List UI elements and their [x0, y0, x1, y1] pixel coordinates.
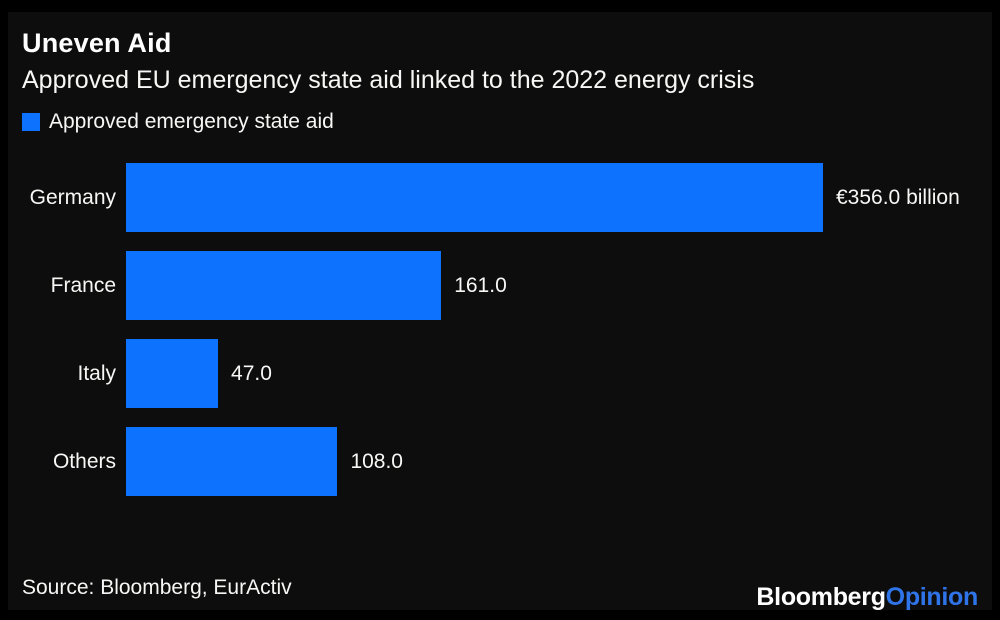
category-label-france: France	[50, 273, 116, 297]
legend: Approved emergency state aid	[22, 110, 334, 134]
bar-france	[126, 251, 442, 320]
value-label-france: 161.0	[454, 273, 507, 297]
value-label-italy: 47.0	[231, 361, 272, 385]
bar-row-france: France 161.0	[22, 251, 982, 320]
bar-chart: Germany €356.0 billion France 161.0 Ital…	[22, 163, 982, 496]
logo-bloomberg-text: Bloomberg	[756, 583, 886, 611]
value-label-others: 108.0	[350, 449, 403, 473]
bar-row-others: Others 108.0	[22, 427, 982, 496]
legend-swatch-icon	[22, 113, 40, 131]
chart-title: Uneven Aid	[22, 28, 172, 58]
bar-italy	[126, 339, 219, 408]
bar-row-germany: Germany €356.0 billion	[22, 163, 982, 232]
bar-germany	[126, 163, 823, 232]
category-label-germany: Germany	[29, 185, 116, 209]
bloomberg-opinion-logo: BloombergOpinion	[756, 583, 978, 612]
bar-others	[126, 427, 338, 496]
logo-opinion-text: Opinion	[885, 583, 979, 611]
source-attribution: Source: Bloomberg, EurActiv	[22, 576, 292, 599]
chart-subtitle: Approved EU emergency state aid linked t…	[22, 66, 755, 94]
category-label-others: Others	[52, 449, 116, 473]
bar-row-italy: Italy 47.0	[22, 339, 982, 408]
category-label-italy: Italy	[77, 361, 116, 385]
legend-label: Approved emergency state aid	[49, 110, 334, 133]
value-label-germany: €356.0 billion	[836, 185, 960, 209]
